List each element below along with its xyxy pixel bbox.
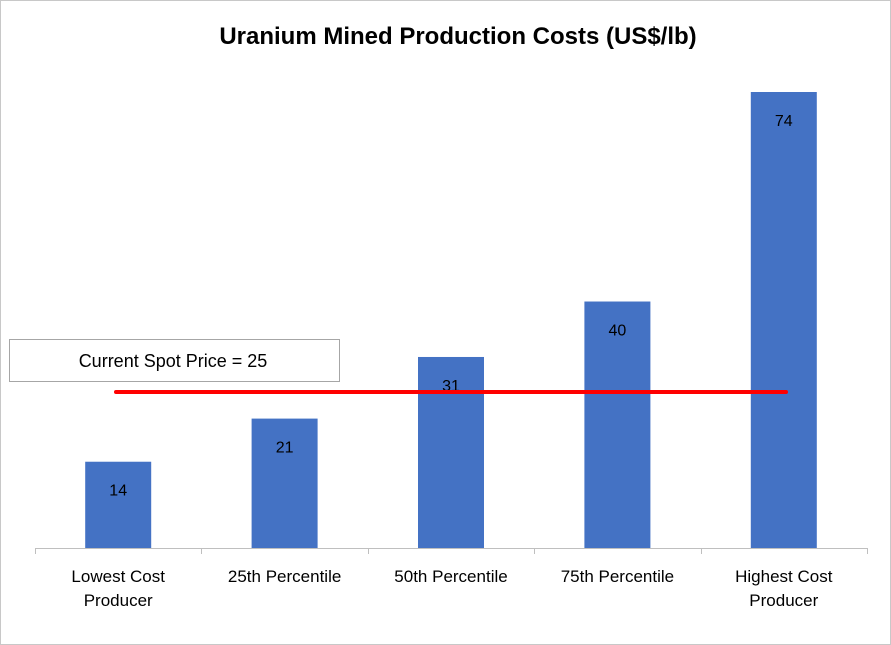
bar-0 <box>85 461 152 548</box>
x-tick-labels: Lowest Cost Producer 25th Percentile 50th P… <box>71 567 832 610</box>
bars-group <box>85 92 817 548</box>
bar-2 <box>418 356 484 548</box>
x-axis <box>35 548 868 554</box>
spot-price-box <box>9 339 340 382</box>
spot-price-annotation: Current Spot Price = 25 <box>9 339 788 394</box>
bar-3 <box>584 301 651 548</box>
x-tick-label: Highest Cost Producer <box>735 567 833 610</box>
x-tick-label: Lowest Cost Producer <box>71 567 165 610</box>
data-label: 74 <box>775 113 793 130</box>
bar-1 <box>251 418 318 548</box>
spot-price-label: Current Spot Price = 25 <box>79 351 268 371</box>
data-label: 40 <box>609 323 627 340</box>
chart-title: Uranium Mined Production Costs (US$/lb) <box>219 23 696 50</box>
data-label: 14 <box>109 483 127 500</box>
data-label: 21 <box>276 440 294 457</box>
x-tick-label: 75th Percentile <box>561 567 674 586</box>
x-tick-label: 50th Percentile <box>394 567 507 586</box>
bar-4 <box>750 92 817 548</box>
x-tick-label: 25th Percentile <box>228 567 341 586</box>
